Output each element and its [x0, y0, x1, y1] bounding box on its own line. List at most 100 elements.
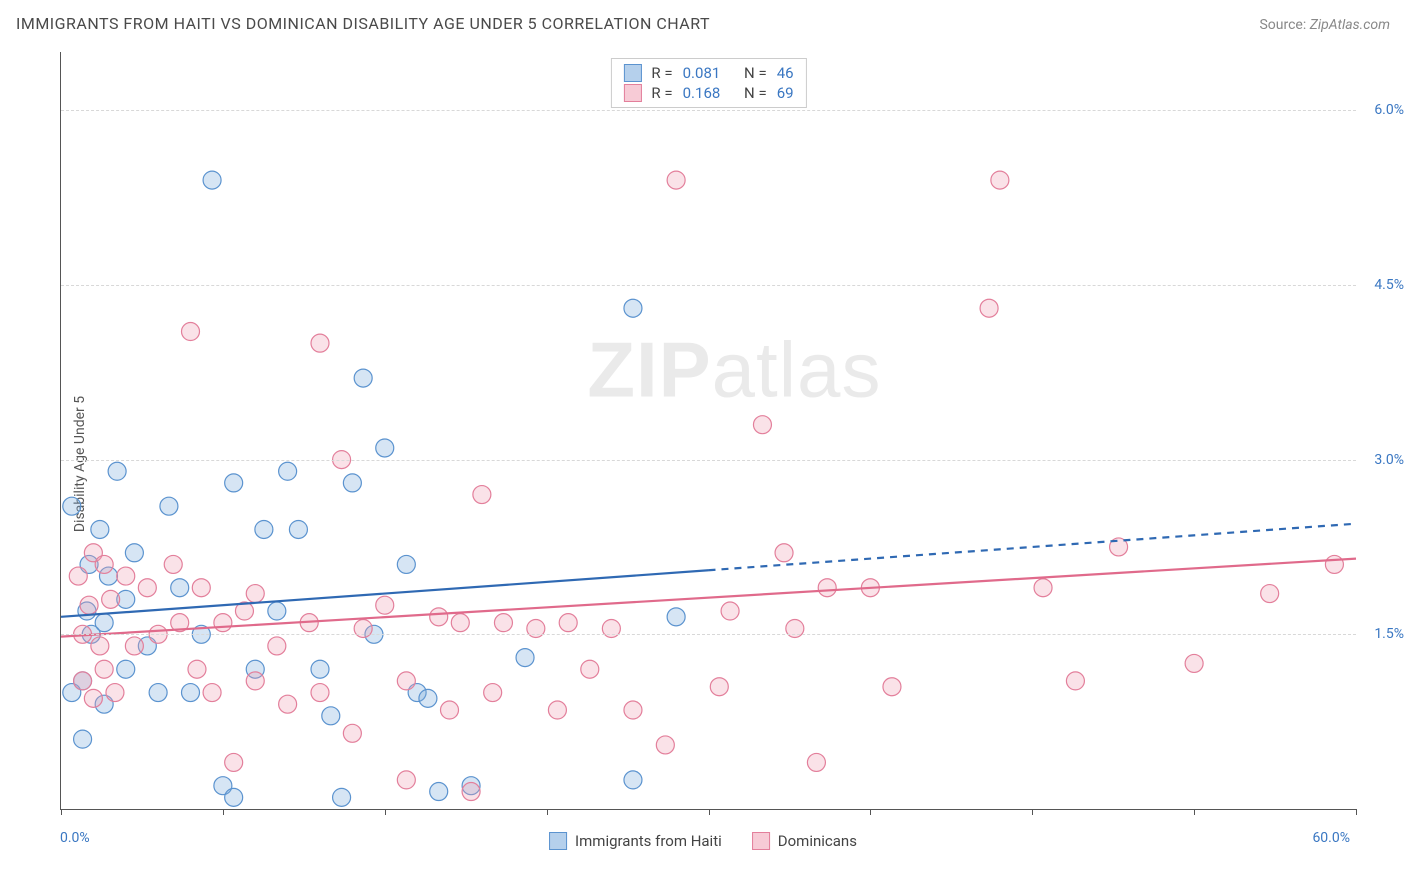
data-point	[484, 684, 502, 702]
n-label: N =	[744, 64, 767, 82]
data-point	[117, 660, 135, 678]
correlation-legend: R = 0.081 N = 46 R = 0.168 N = 69	[610, 58, 806, 108]
data-point	[182, 684, 200, 702]
data-point	[84, 689, 102, 707]
header: IMMIGRANTS FROM HAITI VS DOMINICAN DISAB…	[16, 14, 1390, 33]
gridline	[61, 634, 1356, 635]
data-point	[188, 660, 206, 678]
data-point	[246, 585, 264, 603]
data-point	[117, 567, 135, 585]
data-point	[138, 579, 156, 597]
data-point	[441, 701, 459, 719]
data-point	[376, 439, 394, 457]
data-point	[656, 736, 674, 754]
series-legend: Immigrants from Haiti Dominicans	[549, 832, 857, 850]
y-tick-label: 4.5%	[1374, 277, 1404, 293]
data-point	[311, 334, 329, 352]
gridline	[61, 110, 1356, 111]
data-point	[74, 730, 92, 748]
data-point	[397, 555, 415, 573]
x-tick	[870, 809, 871, 815]
swatch-icon	[549, 832, 567, 850]
data-point	[63, 497, 81, 515]
data-point	[106, 684, 124, 702]
data-point	[559, 614, 577, 632]
data-point	[102, 590, 120, 608]
data-point	[397, 771, 415, 789]
data-point	[753, 416, 771, 434]
data-point	[721, 602, 739, 620]
legend-label: Immigrants from Haiti	[575, 832, 722, 850]
data-point	[255, 520, 273, 538]
n-value: 69	[777, 84, 794, 102]
r-value: 0.168	[683, 84, 721, 102]
data-point	[192, 579, 210, 597]
data-point	[268, 602, 286, 620]
chart-area: Disability Age Under 5 R = 0.081 N = 46 …	[16, 52, 1390, 876]
data-point	[343, 724, 361, 742]
data-point	[807, 753, 825, 771]
y-tick-label: 3.0%	[1374, 452, 1404, 468]
data-point	[581, 660, 599, 678]
data-point	[991, 171, 1009, 189]
r-value: 0.081	[683, 64, 721, 82]
x-tick	[709, 809, 710, 815]
data-point	[69, 567, 87, 585]
data-point	[80, 596, 98, 614]
data-point	[624, 701, 642, 719]
swatch-icon	[623, 84, 641, 102]
source-credit: Source: ZipAtlas.com	[1259, 17, 1390, 33]
data-point	[182, 323, 200, 341]
chart-title: IMMIGRANTS FROM HAITI VS DOMINICAN DISAB…	[16, 14, 710, 33]
data-point	[1325, 555, 1343, 573]
gridline	[61, 285, 1356, 286]
x-tick	[547, 809, 548, 815]
source-name: ZipAtlas.com	[1310, 17, 1390, 33]
x-tick	[1032, 809, 1033, 815]
legend-item: Immigrants from Haiti	[549, 832, 722, 850]
data-point	[322, 707, 340, 725]
data-point	[91, 637, 109, 655]
data-point	[473, 486, 491, 504]
data-point	[95, 555, 113, 573]
data-point	[667, 171, 685, 189]
data-point	[246, 672, 264, 690]
swatch-icon	[623, 64, 641, 82]
data-point	[225, 788, 243, 806]
x-tick	[1194, 809, 1195, 815]
data-point	[354, 369, 372, 387]
r-label: R =	[651, 64, 672, 82]
data-point	[397, 672, 415, 690]
data-point	[279, 462, 297, 480]
data-point	[710, 678, 728, 696]
y-tick-label: 6.0%	[1374, 102, 1404, 118]
legend-item: Dominicans	[752, 832, 857, 850]
data-point	[74, 672, 92, 690]
data-point	[311, 684, 329, 702]
data-point	[1185, 654, 1203, 672]
swatch-icon	[752, 832, 770, 850]
data-point	[462, 783, 480, 801]
x-axis-max-label: 60.0%	[1312, 830, 1350, 846]
data-point	[883, 678, 901, 696]
data-point	[624, 299, 642, 317]
data-point	[516, 649, 534, 667]
data-point	[225, 753, 243, 771]
r-label: R =	[651, 84, 672, 102]
data-point	[225, 474, 243, 492]
data-point	[980, 299, 998, 317]
legend-row: R = 0.081 N = 46	[623, 63, 793, 83]
plot-region: R = 0.081 N = 46 R = 0.168 N = 69 ZIPatl…	[60, 52, 1356, 810]
data-point	[451, 614, 469, 632]
data-point	[430, 783, 448, 801]
data-point	[171, 579, 189, 597]
gridline	[61, 460, 1356, 461]
trend-line	[709, 524, 1357, 571]
data-point	[125, 637, 143, 655]
data-point	[95, 660, 113, 678]
data-point	[95, 614, 113, 632]
data-point	[289, 520, 307, 538]
x-tick	[1356, 809, 1357, 815]
source-prefix: Source:	[1259, 17, 1306, 33]
data-point	[333, 788, 351, 806]
